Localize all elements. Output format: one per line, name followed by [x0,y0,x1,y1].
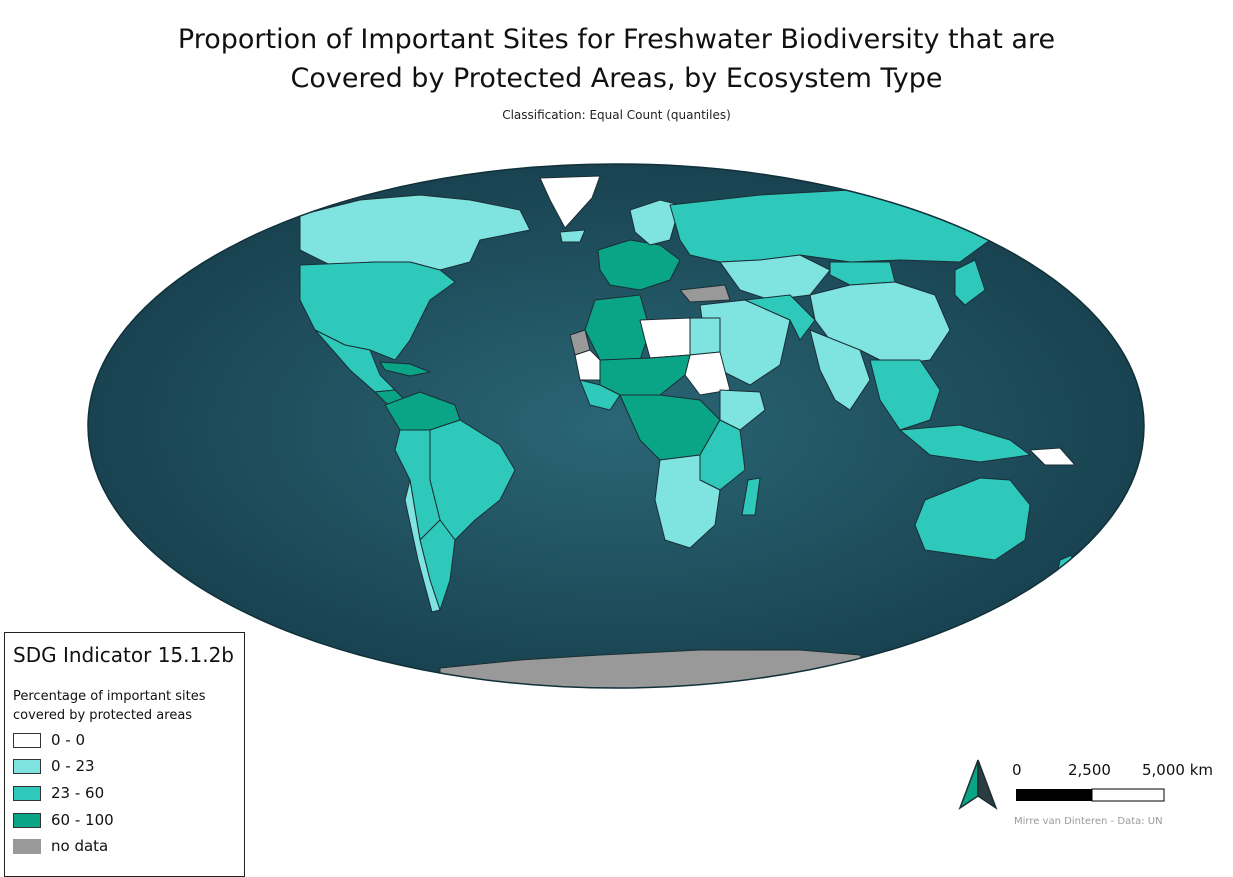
legend-description: Percentage of important sites covered by… [13,689,206,723]
region-india [809,329,871,411]
legend-label: 23 - 60 [51,784,105,802]
region-russia [669,189,991,263]
scale-label-0: 0 [1012,761,1022,779]
region-mexico [314,329,396,393]
region-europe-west [597,239,681,291]
scale-label-2500: 2,500 [1068,761,1111,779]
legend-label: 0 - 23 [51,757,95,775]
region-chile [404,479,441,613]
region-egypt [689,317,721,356]
map-title-line-2: Covered by Protected Areas, by Ecosystem… [290,63,943,94]
map-title: Proportion of Important Sites for Freshw… [0,20,1233,98]
legend: SDG Indicator 15.1.2b Percentage of impo… [4,632,245,877]
credit-text: Mirre van Dinteren - Data: UN [1014,816,1163,827]
region-australia [914,477,1031,561]
scale-bar-white-segment [1091,788,1165,802]
map-subtitle: Classification: Equal Count (quantiles) [502,108,731,122]
legend-swatch [13,839,41,854]
legend-label: no data [51,837,109,855]
region-turkey [679,284,731,303]
region-kazakhstan-central-asia [719,254,831,301]
legend-label: 0 - 0 [51,731,86,749]
legend-heading: SDG Indicator 15.1.2b [13,643,234,667]
region-greenland [539,175,601,229]
map-title-line-1: Proportion of Important Sites for Freshw… [177,24,1056,55]
legend-swatch [13,786,41,801]
region-japan [954,259,986,306]
scale-bar-black-segment [1016,789,1092,801]
region-caribbean [379,361,431,377]
region-southern-africa [654,454,721,549]
region-southeast-asia [869,359,941,431]
legend-swatch [13,733,41,748]
region-west-africa [579,379,621,411]
legend-swatch [13,813,41,828]
region-madagascar [741,477,761,516]
north-arrow-icon [958,759,998,810]
region-iceland [559,229,586,243]
region-north-africa-west [584,294,651,361]
region-new-guinea [1029,447,1076,466]
legend-swatch [13,759,41,774]
region-indonesia [899,424,1031,463]
region-iran-afghanistan [744,294,816,341]
region-horn-of-africa [719,389,766,431]
legend-label: 60 - 100 [51,811,114,829]
region-scandinavia [629,199,681,246]
scale-bar [1016,788,1165,802]
scale-label-5000: 5,000 km [1142,761,1214,779]
